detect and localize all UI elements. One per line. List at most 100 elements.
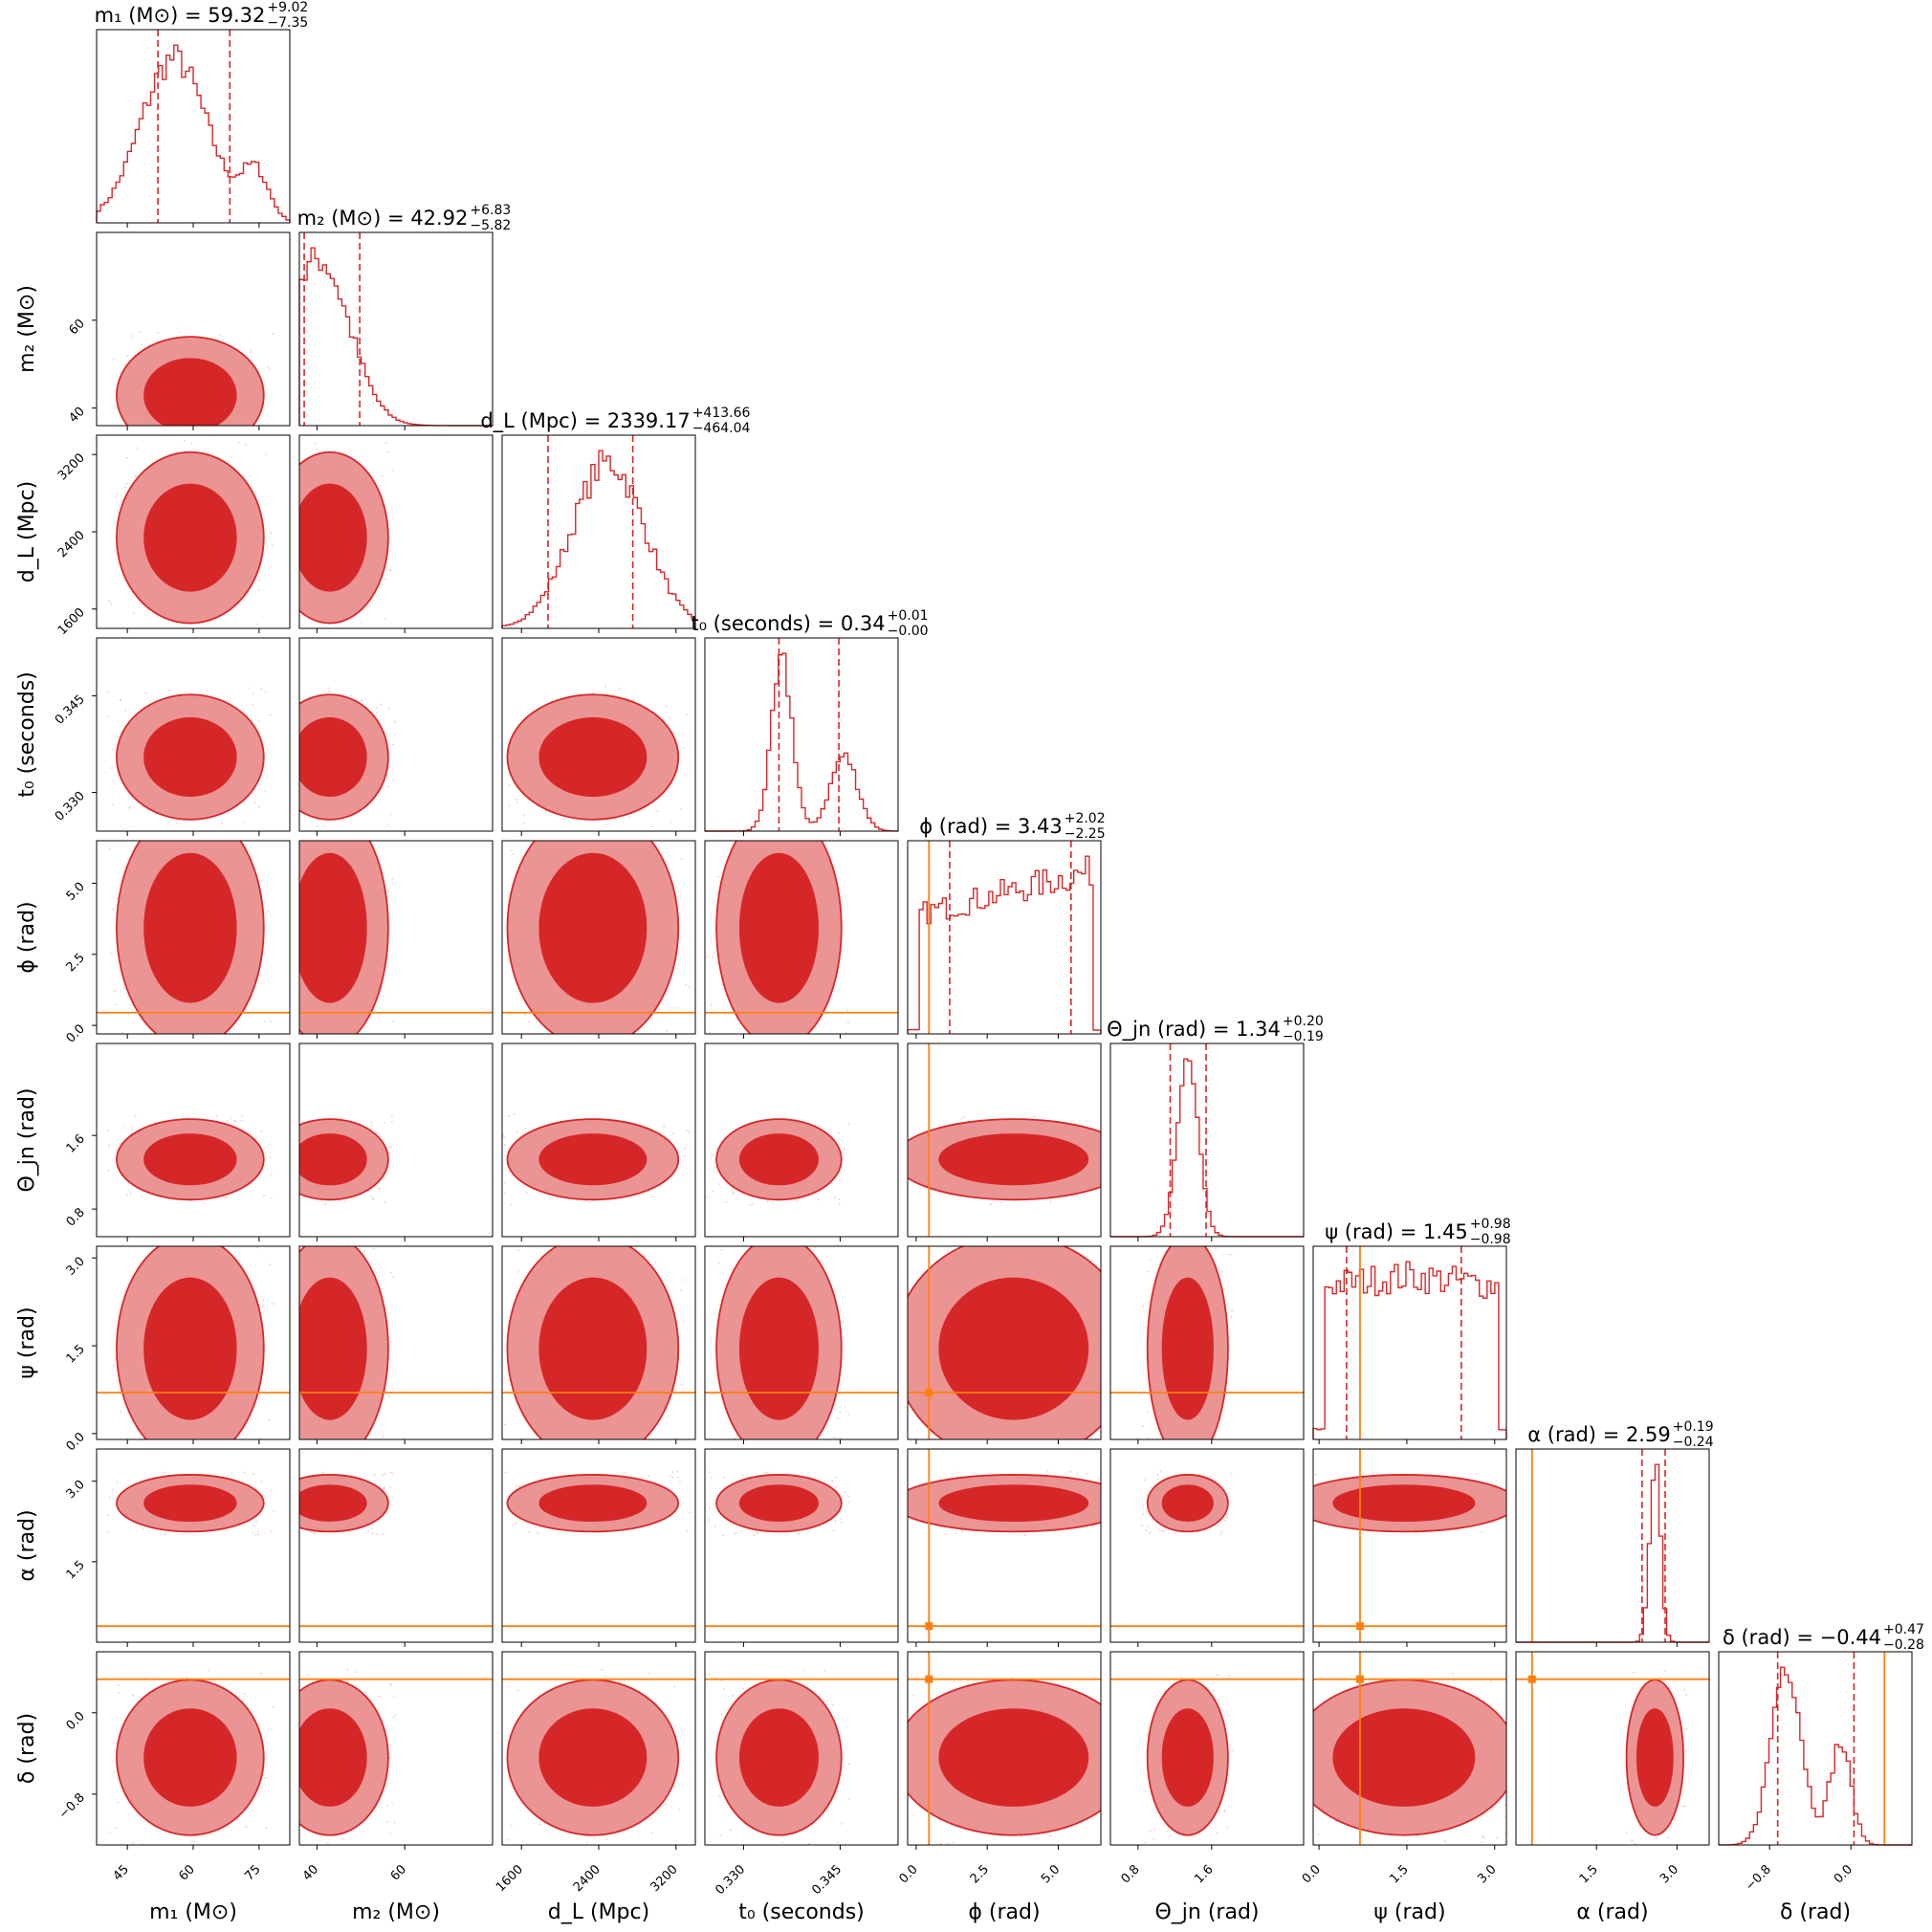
sample-point (498, 1438, 500, 1440)
sample-point (498, 1532, 500, 1534)
sample-point (392, 1020, 395, 1022)
sample-point (1222, 1223, 1224, 1225)
sample-point (1520, 1495, 1522, 1497)
sample-point (1216, 1674, 1218, 1677)
sample-point (1416, 1835, 1418, 1838)
sample-point (1212, 1681, 1215, 1684)
sample-point (829, 1129, 832, 1131)
sample-point (295, 626, 296, 628)
sample-point (832, 1219, 834, 1221)
sample-point (107, 1053, 109, 1055)
sample-point (313, 1532, 316, 1535)
sample-point (678, 1809, 681, 1811)
x-tick-label-m2: 60 (388, 1862, 409, 1883)
sample-point (282, 1171, 284, 1173)
sample-point (295, 1126, 296, 1128)
sample-point (387, 823, 390, 825)
sample-point (343, 1200, 346, 1202)
sample-point (244, 1471, 247, 1474)
sample-point (1157, 1451, 1159, 1453)
sample-point (108, 1831, 111, 1833)
sample-point (391, 877, 394, 880)
sample-point (1168, 1835, 1171, 1838)
sample-point (384, 1121, 386, 1124)
sample-point (712, 1153, 714, 1156)
sample-point (507, 1685, 510, 1688)
sample-point (1153, 1838, 1154, 1840)
title-theta_jn: Θ_jn (rad) = 1.34 (1107, 1018, 1281, 1042)
sample-point (831, 1480, 834, 1482)
sample-point (252, 1531, 254, 1534)
sample-point (270, 1489, 273, 1492)
sample-point (508, 783, 511, 786)
sample-point (161, 1463, 163, 1465)
sample-point (1223, 1809, 1226, 1811)
sample-point (138, 331, 141, 333)
sample-point (263, 789, 266, 792)
sample-point (1226, 1303, 1229, 1306)
frame-theta_jn-t0 (704, 1043, 899, 1238)
sample-point (1147, 1270, 1150, 1273)
sample-point (1107, 1731, 1109, 1733)
sample-point (731, 1193, 734, 1196)
sample-point (281, 1029, 283, 1031)
sample-point (665, 705, 668, 708)
sample-point (673, 1006, 676, 1009)
sample-point (321, 1471, 324, 1474)
sample-point (114, 1230, 116, 1232)
sample-point (847, 1501, 850, 1504)
sample-point (885, 1338, 887, 1340)
sample-point (163, 1471, 165, 1474)
sample-point (393, 1695, 396, 1698)
sample-point (287, 855, 289, 857)
sample-point (277, 1142, 279, 1144)
sample-point (519, 813, 521, 815)
sample-point (1144, 1479, 1147, 1482)
sample-point (389, 1486, 391, 1489)
sample-point (386, 574, 389, 576)
sample-point (752, 1239, 754, 1240)
frame-psi-t0 (704, 1245, 899, 1440)
sample-point (725, 1200, 728, 1203)
sample-point (292, 838, 294, 840)
sample-point (380, 788, 383, 791)
x-tick-label-psi: 1.5 (1388, 1862, 1412, 1886)
sample-point (269, 712, 271, 714)
sample-point (1146, 1183, 1148, 1185)
contour-68 (938, 1133, 1089, 1186)
sample-point (390, 1471, 392, 1474)
sample-point (716, 876, 719, 878)
sample-point (684, 1279, 687, 1282)
sample-point (895, 1725, 897, 1727)
sample-point (301, 1120, 304, 1123)
sample-point (252, 692, 254, 694)
sample-point (537, 1224, 538, 1226)
sample-point (1215, 1247, 1218, 1250)
sample-point (834, 1197, 836, 1198)
panel-alpha-vs-m1 (97, 1471, 290, 1628)
sample-point (394, 1714, 397, 1717)
y-tick-label-psi: 1.5 (64, 1342, 88, 1366)
sample-point (748, 793, 750, 795)
sample-point (279, 742, 281, 744)
sample-point (378, 1188, 381, 1190)
sample-point (327, 687, 330, 690)
frame-psi-theta_jn (1109, 1245, 1305, 1440)
sample-point (277, 1290, 279, 1292)
sample-point (391, 1115, 393, 1118)
title-err-minus-dL: −464.04 (692, 421, 751, 436)
sample-point (260, 1481, 263, 1482)
histogram-phi (907, 841, 1102, 1034)
sample-point (878, 1517, 880, 1519)
sample-point (741, 1227, 743, 1229)
sample-point (355, 1036, 357, 1038)
sample-point (122, 987, 125, 990)
histogram-step-theta_jn (1110, 1058, 1304, 1238)
sample-point (573, 822, 575, 823)
sample-point (307, 1674, 310, 1677)
sample-point (1166, 1444, 1168, 1446)
sample-point (285, 848, 287, 850)
sample-point (803, 1669, 806, 1672)
sample-point (656, 810, 659, 813)
sample-point (266, 1804, 268, 1806)
